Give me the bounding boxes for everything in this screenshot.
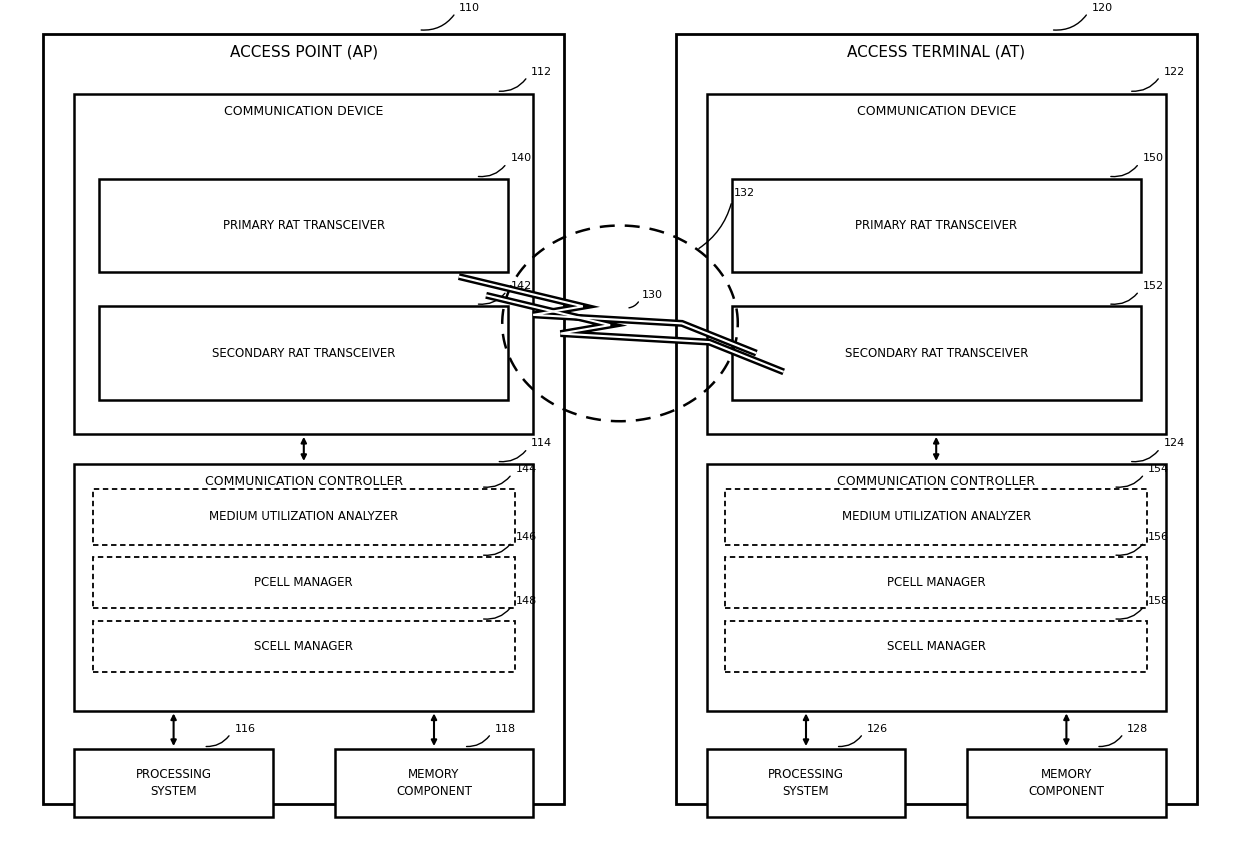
Text: 124: 124 bbox=[1163, 438, 1185, 448]
Bar bbox=[93, 621, 515, 672]
Text: 152: 152 bbox=[1143, 281, 1164, 291]
Text: SCELL MANAGER: SCELL MANAGER bbox=[254, 640, 353, 654]
Text: 150: 150 bbox=[1143, 153, 1164, 163]
Text: PRIMARY RAT TRANSCEIVER: PRIMARY RAT TRANSCEIVER bbox=[223, 219, 384, 232]
Bar bbox=[99, 179, 508, 272]
Bar bbox=[74, 94, 533, 434]
Text: SECONDARY RAT TRANSCEIVER: SECONDARY RAT TRANSCEIVER bbox=[844, 346, 1028, 360]
Text: MEDIUM UTILIZATION ANALYZER: MEDIUM UTILIZATION ANALYZER bbox=[210, 511, 398, 523]
Text: 116: 116 bbox=[234, 723, 255, 734]
Text: 112: 112 bbox=[531, 66, 552, 77]
Text: MEMORY
COMPONENT: MEMORY COMPONENT bbox=[1028, 768, 1105, 798]
Text: PROCESSING
SYSTEM: PROCESSING SYSTEM bbox=[135, 768, 212, 798]
Bar bbox=[732, 179, 1141, 272]
Text: SECONDARY RAT TRANSCEIVER: SECONDARY RAT TRANSCEIVER bbox=[212, 346, 396, 360]
Text: MEDIUM UTILIZATION ANALYZER: MEDIUM UTILIZATION ANALYZER bbox=[842, 511, 1030, 523]
Bar bbox=[707, 749, 905, 817]
Bar bbox=[74, 749, 273, 817]
Bar bbox=[335, 749, 533, 817]
Text: ACCESS TERMINAL (AT): ACCESS TERMINAL (AT) bbox=[847, 44, 1025, 60]
Text: 110: 110 bbox=[459, 3, 480, 13]
Text: 154: 154 bbox=[1148, 464, 1169, 474]
Bar bbox=[43, 34, 564, 804]
Text: 140: 140 bbox=[511, 153, 532, 163]
Text: 158: 158 bbox=[1148, 596, 1169, 606]
Bar bbox=[74, 464, 533, 711]
Bar bbox=[725, 621, 1147, 672]
Text: PROCESSING
SYSTEM: PROCESSING SYSTEM bbox=[768, 768, 844, 798]
Text: 118: 118 bbox=[495, 723, 516, 734]
Text: COMMUNICATION DEVICE: COMMUNICATION DEVICE bbox=[857, 105, 1016, 117]
Bar bbox=[725, 557, 1147, 608]
Text: PCELL MANAGER: PCELL MANAGER bbox=[887, 576, 986, 590]
Bar bbox=[732, 306, 1141, 400]
Text: 156: 156 bbox=[1148, 532, 1169, 542]
Bar bbox=[93, 489, 515, 545]
Bar bbox=[676, 34, 1197, 804]
Bar bbox=[725, 489, 1147, 545]
Text: 122: 122 bbox=[1163, 66, 1185, 77]
Bar bbox=[707, 94, 1166, 434]
Text: 114: 114 bbox=[531, 438, 552, 448]
Text: 142: 142 bbox=[511, 281, 532, 291]
Text: ACCESS POINT (AP): ACCESS POINT (AP) bbox=[229, 44, 378, 60]
Text: PRIMARY RAT TRANSCEIVER: PRIMARY RAT TRANSCEIVER bbox=[856, 219, 1017, 232]
Bar bbox=[967, 749, 1166, 817]
Text: MEMORY
COMPONENT: MEMORY COMPONENT bbox=[396, 768, 472, 798]
Text: COMMUNICATION CONTROLLER: COMMUNICATION CONTROLLER bbox=[837, 475, 1035, 488]
Text: 148: 148 bbox=[516, 596, 537, 606]
Text: 120: 120 bbox=[1091, 3, 1112, 13]
Text: SCELL MANAGER: SCELL MANAGER bbox=[887, 640, 986, 654]
Text: COMMUNICATION DEVICE: COMMUNICATION DEVICE bbox=[224, 105, 383, 117]
Bar bbox=[707, 464, 1166, 711]
Text: 130: 130 bbox=[642, 289, 663, 300]
Text: 126: 126 bbox=[867, 723, 888, 734]
Text: COMMUNICATION CONTROLLER: COMMUNICATION CONTROLLER bbox=[205, 475, 403, 488]
Text: PCELL MANAGER: PCELL MANAGER bbox=[254, 576, 353, 590]
Text: 132: 132 bbox=[734, 188, 755, 198]
Text: 128: 128 bbox=[1127, 723, 1148, 734]
Text: 146: 146 bbox=[516, 532, 537, 542]
Bar bbox=[99, 306, 508, 400]
Text: 144: 144 bbox=[516, 464, 537, 474]
Bar bbox=[93, 557, 515, 608]
